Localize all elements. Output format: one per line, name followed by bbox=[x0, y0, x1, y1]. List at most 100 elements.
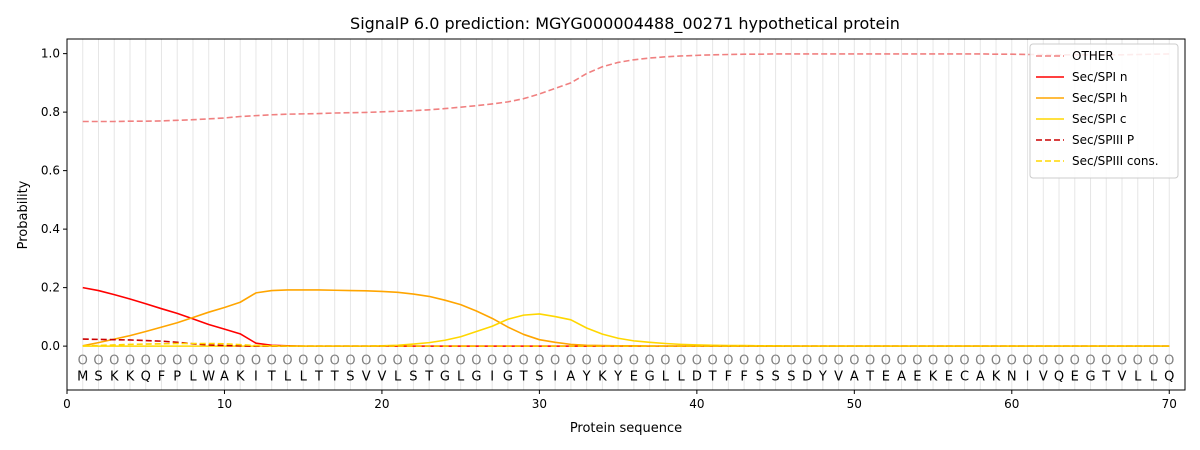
residue-label: K bbox=[110, 369, 119, 384]
residue-label: A bbox=[220, 369, 229, 384]
residue-marker: O bbox=[707, 353, 717, 368]
residue-label: C bbox=[960, 369, 969, 384]
residue-label: T bbox=[314, 369, 323, 384]
residue-label: E bbox=[913, 369, 921, 384]
residue-marker: O bbox=[298, 353, 308, 368]
residue-label: V bbox=[1039, 369, 1048, 384]
legend-label: Sec/SPIII cons. bbox=[1072, 154, 1159, 168]
residue-marker: O bbox=[912, 353, 922, 368]
residue-marker: O bbox=[833, 353, 843, 368]
residue-label: E bbox=[945, 369, 953, 384]
legend-label: Sec/SPI h bbox=[1072, 91, 1127, 105]
residue-marker: O bbox=[944, 353, 954, 368]
residue-label: A bbox=[850, 369, 859, 384]
residue-marker: O bbox=[660, 353, 670, 368]
legend-box bbox=[1029, 43, 1179, 179]
legend-label: Sec/SPI c bbox=[1072, 112, 1126, 126]
residue-marker: O bbox=[770, 353, 780, 368]
residue-label: L bbox=[300, 369, 308, 384]
residue-marker: O bbox=[1164, 353, 1174, 368]
residue-label: M bbox=[77, 369, 88, 384]
residue-marker: O bbox=[802, 353, 812, 368]
residue-marker: O bbox=[393, 353, 403, 368]
residue-label: Y bbox=[613, 369, 622, 384]
y-tick-label: 0.8 bbox=[41, 105, 60, 119]
residue-label: Y bbox=[582, 369, 591, 384]
residue-marker: O bbox=[755, 353, 765, 368]
axes: 0 10 20 30 40 50 60 70 0.0 0.2 0.4 0.6 0.8 1.0 bbox=[41, 47, 1177, 411]
residue-label: S bbox=[94, 369, 102, 384]
residue-marker: O bbox=[1117, 353, 1127, 368]
residue-marker: O bbox=[550, 353, 560, 368]
y-tick-label: 0.4 bbox=[41, 222, 60, 236]
residue-marker: O bbox=[928, 353, 938, 368]
residue-marker: O bbox=[519, 353, 529, 368]
residue-marker: O bbox=[1085, 353, 1095, 368]
residue-label: I bbox=[490, 369, 494, 384]
residue-label: G bbox=[1085, 369, 1095, 384]
plot-frame bbox=[66, 38, 1186, 391]
residue-label: A bbox=[976, 369, 985, 384]
residue-marker: O bbox=[1054, 353, 1064, 368]
residue-marker: O bbox=[865, 353, 875, 368]
residue-label: L bbox=[662, 369, 670, 384]
residue-label: E bbox=[630, 369, 638, 384]
residue-label: S bbox=[346, 369, 354, 384]
y-tick-label: 1.0 bbox=[41, 47, 60, 61]
residue-marker: O bbox=[330, 353, 340, 368]
residue-marker: O bbox=[1101, 353, 1111, 368]
residue-marker: O bbox=[849, 353, 859, 368]
residue-marker: O bbox=[1038, 353, 1048, 368]
residue-marker: O bbox=[582, 353, 592, 368]
residue-marker: O bbox=[251, 353, 261, 368]
residue-marker: O bbox=[896, 353, 906, 368]
residue-marker: O bbox=[597, 353, 607, 368]
residue-label: E bbox=[1071, 369, 1079, 384]
y-tick-label: 0.6 bbox=[41, 164, 60, 178]
residue-marker: O bbox=[424, 353, 434, 368]
residue-label: W bbox=[202, 369, 215, 384]
residue-marker: O bbox=[267, 353, 277, 368]
residue-label: G bbox=[440, 369, 450, 384]
series-line bbox=[82, 342, 1170, 347]
residue-marker: O bbox=[314, 353, 324, 368]
x-tick-label: 50 bbox=[847, 397, 862, 411]
residue-label: F bbox=[158, 369, 165, 384]
residue-marker: O bbox=[818, 353, 828, 368]
residue-label: V bbox=[362, 369, 371, 384]
residue-label: K bbox=[236, 369, 245, 384]
residue-label: Y bbox=[818, 369, 827, 384]
residue-label: S bbox=[535, 369, 543, 384]
residue-label: I bbox=[1026, 369, 1030, 384]
residue-label: L bbox=[1134, 369, 1142, 384]
residue-label: N bbox=[1007, 369, 1017, 384]
sequence-residues: OMOSOKOKOQOFOPOLOWOAOKOIOTOLOLOTOTOSOVOV… bbox=[77, 353, 1174, 384]
residue-marker: O bbox=[1070, 353, 1080, 368]
residue-marker: O bbox=[235, 353, 245, 368]
residue-marker: O bbox=[991, 353, 1001, 368]
residue-label: V bbox=[1118, 369, 1127, 384]
residue-marker: O bbox=[78, 353, 88, 368]
x-tick-label: 20 bbox=[374, 397, 389, 411]
residue-label: V bbox=[834, 369, 843, 384]
residue-marker: O bbox=[93, 353, 103, 368]
residue-marker: O bbox=[881, 353, 891, 368]
residue-label: F bbox=[725, 369, 732, 384]
legend-label: Sec/SPI n bbox=[1072, 70, 1127, 84]
residue-label: D bbox=[802, 369, 812, 384]
residue-label: L bbox=[457, 369, 465, 384]
residue-label: S bbox=[771, 369, 779, 384]
x-axis-label: Protein sequence bbox=[570, 421, 682, 436]
residue-marker: O bbox=[141, 353, 151, 368]
residue-marker: O bbox=[692, 353, 702, 368]
residue-marker: O bbox=[723, 353, 733, 368]
residue-marker: O bbox=[125, 353, 135, 368]
residue-label: L bbox=[394, 369, 402, 384]
x-tick-label: 30 bbox=[532, 397, 547, 411]
series-line bbox=[82, 53, 1170, 123]
residue-marker: O bbox=[219, 353, 229, 368]
residue-label: I bbox=[553, 369, 557, 384]
grid-lines bbox=[82, 39, 1170, 390]
y-tick-label: 0.0 bbox=[41, 339, 60, 353]
